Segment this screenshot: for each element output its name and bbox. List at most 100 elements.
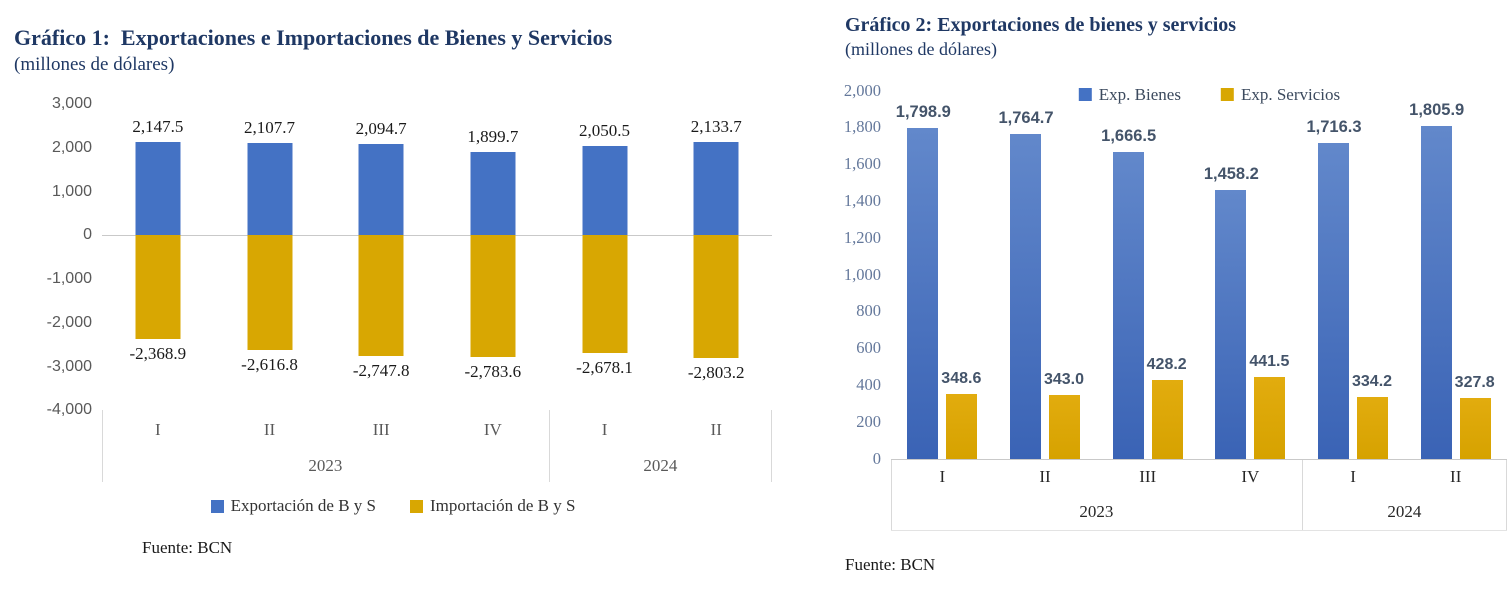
y-tick-label: 1,400 — [843, 190, 881, 210]
axis-divider-line — [548, 410, 550, 483]
bar-group: 1,716.3 334.2 — [1302, 91, 1405, 459]
bar-column: 2,050.5 -2,678.1 — [549, 104, 661, 410]
bar-exp-bienes — [1318, 142, 1350, 459]
bar-exportaci-n-de-b-y-s — [470, 152, 516, 236]
data-label: -2,783.6 — [464, 362, 522, 382]
quarter-label: IV — [1241, 466, 1260, 486]
legend-label: Exp. Bienes — [1098, 84, 1181, 104]
zero-axis-line — [102, 235, 772, 237]
chart1-body: 3,000 2,000 1,000 0 -1,000 -2,000 -3,000 -4,000… — [14, 95, 772, 418]
y-tick-label: 2,000 — [843, 80, 881, 100]
axis-divider-line — [102, 410, 103, 483]
chart1-y-axis: 3,000 2,000 1,000 0 -1,000 -2,000 -3,000 -4,000 — [14, 95, 102, 418]
bar-importaci-n-de-b-y-s — [693, 235, 739, 359]
data-label: 1,716.3 — [1306, 117, 1362, 136]
legend-label: Importación de B y S — [430, 496, 576, 516]
bar-importaci-n-de-b-y-s — [582, 235, 628, 353]
year-label: 2024 — [643, 456, 678, 476]
chart1-source: Fuente: BCN — [142, 538, 233, 558]
bar-exp-bienes — [1420, 126, 1452, 459]
bar-group: 1,458.2 441.5 — [1199, 91, 1302, 459]
y-tick-label: 3,000 — [51, 95, 92, 113]
bar-exportaci-n-de-b-y-s — [358, 143, 404, 236]
data-label: 1,764.7 — [998, 108, 1054, 127]
chart1-title: Gráfico 1: Exportaciones e Importaciones… — [14, 25, 613, 50]
data-label: -2,678.1 — [576, 357, 633, 377]
quarter-label: II — [263, 420, 276, 440]
bar-exportaci-n-de-b-y-s — [135, 141, 181, 236]
bar-importaci-n-de-b-y-s — [247, 235, 292, 350]
chart2-category-axis: I II III IV I II 2023 2024 — [891, 458, 1507, 531]
data-label: 2,050.5 — [579, 120, 631, 140]
data-label: 2,094.7 — [355, 118, 407, 138]
legend-label: Exp. Servicios — [1240, 84, 1341, 104]
y-tick-label: 1,200 — [843, 227, 881, 247]
chart1-category-axis: I II III IV I II 2023 2024 — [102, 410, 772, 483]
bar-exp-bienes — [1010, 133, 1041, 459]
bar-column: 1,899.7 -2,783.6 — [437, 104, 549, 410]
legend-item: Exp. Bienes — [1078, 84, 1181, 105]
chart1-subtitle: (millones de dólares) — [14, 53, 175, 75]
data-label: 1,805.9 — [1409, 101, 1465, 120]
year-row: 2023 2024 — [102, 450, 772, 482]
bar-exp-servicios — [1357, 397, 1389, 459]
y-tick-label: 1,800 — [843, 117, 881, 137]
quarter-label: II — [1039, 466, 1051, 486]
bar-column: 2,147.5 -2,368.9 — [102, 104, 214, 410]
legend-item: Exp. Servicios — [1220, 84, 1341, 105]
data-label: 1,798.9 — [895, 102, 951, 121]
bar-importaci-n-de-b-y-s — [358, 235, 404, 356]
data-label: -2,803.2 — [687, 363, 745, 383]
quarter-label: IV — [483, 420, 502, 440]
chart2-subtitle: (millones de dólares) — [845, 39, 997, 59]
y-tick-label: -4,000 — [46, 401, 92, 419]
legend-swatch-icon — [1220, 88, 1234, 101]
axis-divider-line — [891, 459, 892, 530]
data-label: 2,107.7 — [244, 118, 295, 138]
bar-exp-servicios — [1459, 398, 1491, 459]
y-tick-label: 2,000 — [51, 139, 92, 157]
quarter-label: III — [372, 420, 390, 440]
chart2-body: 2,000 1,800 1,600 1,400 1,200 1,000 800 600 400 2… — [843, 81, 1507, 468]
bar-importaci-n-de-b-y-s — [470, 235, 516, 358]
y-tick-label: 1,000 — [51, 182, 92, 200]
bar-columns: 1,798.9 348.6 1,764.7 343.0 1,666.5 428.2 1,45… — [891, 91, 1507, 459]
quarter-label: I — [155, 420, 161, 440]
data-label: 327.8 — [1454, 374, 1495, 392]
chart2-plot-area: Exp. Bienes Exp. Servicios 1,798.9 348.6 1,… — [891, 85, 1507, 459]
bar-group: 1,805.9 327.8 — [1404, 91, 1507, 459]
data-label: 1,899.7 — [467, 127, 519, 147]
y-tick-label: 600 — [856, 338, 881, 358]
chart1-legend: Exportación de B y S Importación de B y S — [14, 496, 772, 516]
bar-column: 2,133.7 -2,803.2 — [660, 104, 772, 410]
legend-swatch-icon — [410, 499, 423, 513]
y-tick-label: 200 — [856, 411, 881, 431]
legend-swatch-icon — [1078, 88, 1092, 101]
bar-exp-servicios — [1254, 377, 1286, 459]
legend-item: Exportación de B y S — [210, 496, 376, 516]
y-tick-label: 400 — [856, 374, 881, 394]
y-tick-label: 1,600 — [843, 154, 881, 174]
bar-column: 2,094.7 -2,747.8 — [325, 104, 437, 410]
legend-item: Importación de B y S — [410, 496, 575, 516]
y-tick-label: 0 — [83, 226, 92, 244]
year-label: 2023 — [308, 456, 343, 476]
year-label: 2024 — [1387, 501, 1422, 521]
bar-exportaci-n-de-b-y-s — [247, 143, 292, 236]
data-label: -2,747.8 — [352, 360, 410, 380]
quarter-label: I — [939, 466, 946, 486]
bar-columns: 2,147.5 -2,368.9 2,107.7 -2,616.8 2,094.7 -2,… — [102, 104, 772, 410]
chart2-title: Gráfico 2: Exportaciones de bienes y ser… — [845, 14, 1237, 36]
y-tick-label: -2,000 — [46, 313, 92, 331]
bar-group: 1,798.9 348.6 — [891, 91, 994, 459]
data-label: 2,147.5 — [132, 116, 184, 136]
bar-exp-bienes — [1112, 151, 1144, 459]
legend-swatch-icon — [210, 499, 224, 513]
axis-divider-line — [1301, 459, 1303, 530]
data-label: 428.2 — [1146, 355, 1187, 373]
y-tick-label: 800 — [856, 301, 881, 321]
y-tick-label: -1,000 — [46, 270, 92, 288]
chart2-source: Fuente: BCN — [845, 554, 936, 574]
data-label: 334.2 — [1351, 373, 1393, 391]
y-tick-label: 1,000 — [843, 264, 881, 284]
